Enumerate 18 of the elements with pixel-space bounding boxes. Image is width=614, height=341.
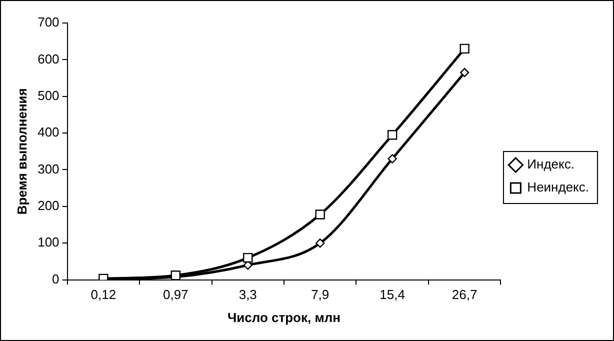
y-tick-label: 700 (38, 14, 60, 30)
x-axis-title: Число строк, млн (228, 310, 340, 325)
x-tick-label: 0,97 (162, 287, 188, 302)
y-tick-label: 200 (38, 198, 60, 214)
y-tick-label: 400 (38, 124, 60, 140)
y-tick-label: 100 (38, 234, 60, 250)
x-tick-label: 15,4 (380, 287, 405, 302)
x-tick-label: 7,9 (311, 287, 330, 302)
x-tick-label: 0,12 (90, 287, 116, 302)
y-tick-label: 600 (38, 51, 60, 66)
y-axis-title: Время выполнения (14, 88, 30, 215)
legend-label: Индекс. (527, 156, 574, 172)
y-tick-label: 300 (38, 161, 60, 176)
y-tick-label: 0 (52, 271, 60, 286)
x-tick-label: 3,3 (238, 287, 257, 302)
y-tick-label: 500 (38, 88, 60, 103)
legend-label: Неиндекс. (527, 180, 590, 195)
x-tick-label: 26,7 (452, 287, 478, 302)
